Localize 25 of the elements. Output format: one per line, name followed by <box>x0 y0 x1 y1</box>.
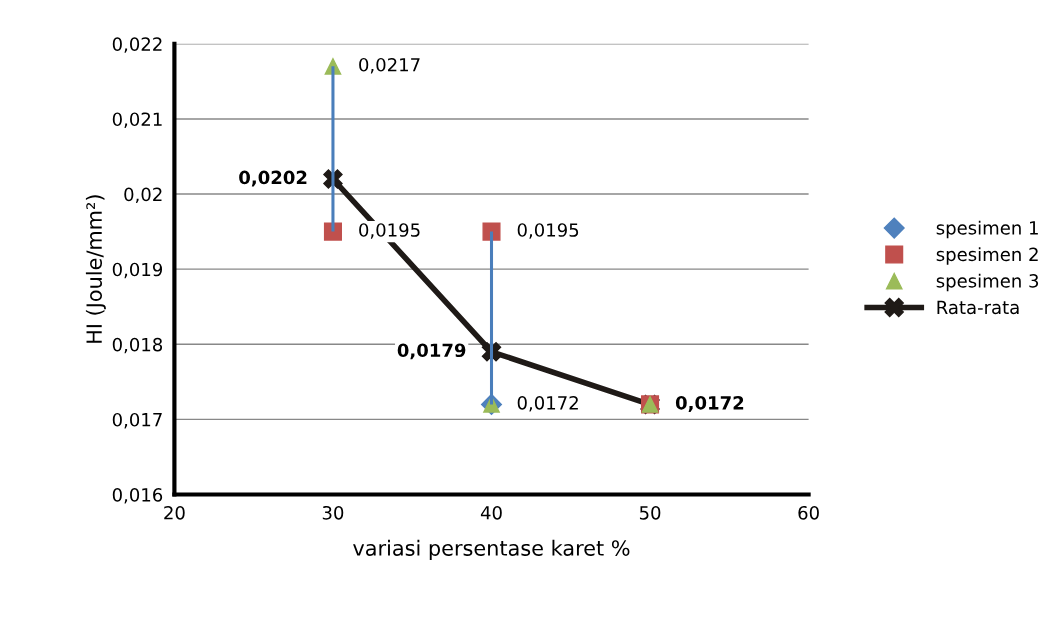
y-tick-label: 0,016 <box>112 488 163 504</box>
x-tick-label: 60 <box>798 505 819 520</box>
y-axis-title: HI (Joule/mm²) <box>85 195 106 343</box>
data-label: 0,0202 <box>239 170 307 187</box>
data-label: 0,0172 <box>675 395 744 412</box>
x-tick-label: 20 <box>164 505 185 520</box>
data-label: 0,0172 <box>517 395 578 412</box>
data-label: 0,0195 <box>359 223 420 239</box>
data-label: 0,0195 <box>517 223 579 239</box>
legend-label: spesimen 1 <box>936 220 1038 239</box>
x-tick-label: 40 <box>480 505 502 520</box>
data-label: 0,0179 <box>397 343 466 360</box>
x-tick-label: 50 <box>639 505 661 520</box>
legend-label: Rata-rata <box>937 300 1019 315</box>
legend-label: spesimen 2 <box>936 247 1038 265</box>
data-label: 0,0217 <box>359 57 420 74</box>
y-tick-label: 0,019 <box>112 262 163 279</box>
x-axis-title: variasi persentase karet % <box>353 539 630 560</box>
y-tick-label: 0,022 <box>112 37 162 53</box>
legend-label: spesimen 3 <box>936 273 1039 292</box>
x-tick-label: 30 <box>322 505 344 520</box>
y-tick-label: 0,021 <box>112 112 162 128</box>
y-tick-label: 0,017 <box>112 412 162 429</box>
y-tick-label: 0,02 <box>124 187 162 204</box>
y-tick-label: 0,018 <box>112 337 163 354</box>
